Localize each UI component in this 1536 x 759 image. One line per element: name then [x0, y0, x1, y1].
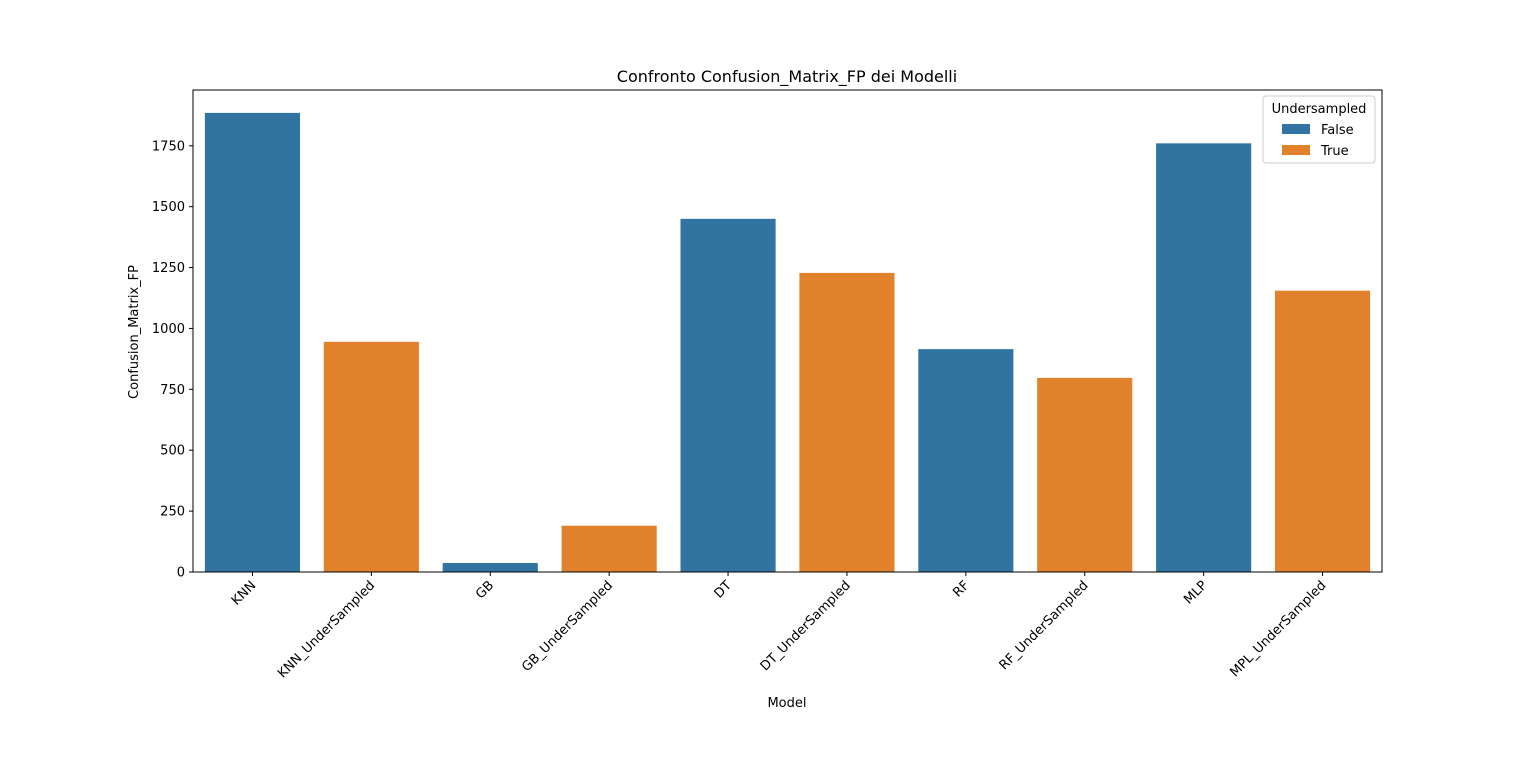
chart-title: Confronto Confusion_Matrix_FP dei Modell…	[617, 67, 957, 87]
y-tick-label: 750	[160, 383, 185, 398]
x-tick-label-knn: KNN	[229, 578, 259, 608]
x-tick-label-mpl-undersampled: MPL_UnderSampled	[1227, 578, 1329, 680]
legend-title: Undersampled	[1272, 102, 1367, 117]
bar-dt-undersampled	[799, 272, 895, 572]
bar-dt	[680, 218, 776, 572]
legend-label-true: True	[1320, 144, 1349, 159]
y-tick-label: 0	[177, 566, 185, 581]
x-tick-label-gb-undersampled: GB_UnderSampled	[519, 578, 616, 675]
legend-label-false: False	[1321, 123, 1354, 138]
y-tick-label: 1000	[152, 322, 185, 337]
x-tick-label-rf-undersampled: RF_UnderSampled	[997, 578, 1092, 673]
x-tick-label-knn-undersampled: KNN_UnderSampled	[275, 578, 378, 681]
plot-frame	[192, 89, 1383, 573]
bar-gb-undersampled	[561, 525, 657, 572]
y-tick-label: 1500	[152, 200, 185, 215]
bar-rf	[918, 349, 1014, 572]
x-axis-label: Model	[767, 696, 806, 711]
legend: Undersampled False True	[1262, 95, 1376, 164]
bar-rf-undersampled	[1037, 377, 1133, 572]
x-tick-label-mlp: MLP	[1181, 578, 1210, 607]
bar-knn	[204, 112, 301, 572]
plot-area	[192, 89, 1383, 573]
x-tick-label-rf: RF	[950, 578, 972, 600]
x-tick-label-dt-undersampled: DT_UnderSampled	[758, 578, 854, 674]
y-tick-label: 1750	[152, 139, 185, 154]
bar-mlp	[1156, 143, 1252, 572]
y-tick-label: 500	[160, 444, 185, 459]
x-axis: KNN KNN_UnderSampled GB GB_UnderSampled DT DT…	[229, 572, 1329, 681]
bar-gb	[442, 562, 538, 572]
x-tick-label-gb: GB	[473, 578, 497, 602]
y-tick-label: 250	[160, 505, 185, 520]
y-axis-label: Confusion_Matrix_FP	[127, 265, 142, 399]
legend-swatch-true	[1282, 145, 1310, 155]
bar-knn-undersampled	[323, 341, 419, 572]
legend-swatch-false	[1282, 124, 1310, 134]
x-tick-label-dt: DT	[712, 578, 735, 601]
bar-mpl-undersampled	[1274, 290, 1371, 572]
y-tick-label: 1250	[152, 261, 185, 276]
y-axis: 0 250 500 750 1000 1250 1500 1750	[152, 139, 193, 581]
